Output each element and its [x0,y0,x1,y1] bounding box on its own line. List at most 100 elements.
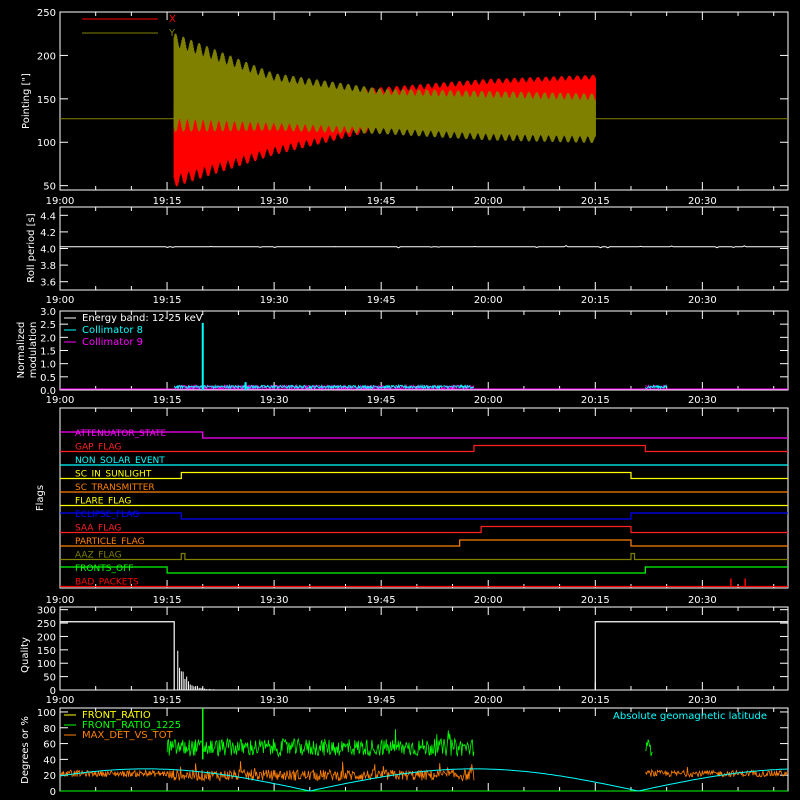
ratios-ylabel: Degrees or % [20,716,31,784]
quality-segment [594,621,788,690]
x-tick-label: 19:45 [367,395,396,406]
max-det-noise [644,766,789,778]
geomagnetic-latitude-line [59,768,788,792]
x-tick-label: 19:15 [153,395,182,406]
y-tick-label: 0.5 [40,373,56,384]
flag-label-sc-transmitter: SC_TRANSMITTER [75,483,155,493]
flag-line-aaz-flag [60,552,788,561]
x-tick-label: 19:15 [153,695,182,706]
y-tick-label: 0 [50,686,56,697]
x-tick-label: 19:30 [260,196,289,207]
pointing-panel: Pointing ["] 19:00 19:15 19:30 19:45 20:00 20… [21,8,789,207]
legend-y-label: Y [168,28,176,39]
x-tick-label: 20:15 [581,395,610,406]
y-tick-label: 60 [43,740,56,751]
legend-front-ratio-label: FRONT_RATIO [82,710,151,721]
energy-band-annotation: Energy band: 12-25 keV [82,313,203,324]
x-tick-label: 19:30 [260,595,289,606]
y-tick-label: 100 [37,708,56,719]
y-tick-label: 0 [50,787,56,798]
modulation-noise-collimator9 [173,383,475,390]
roll-panel: Roll period [s] 19:00 19:15 19:30 19:45 20:0… [26,206,789,306]
modulation-panel: Normalized modulation 19:00 19:15 19:30 19:… [16,307,789,406]
y-tick-label: 3.0 [40,307,56,318]
x-tick-label: 20:15 [581,695,610,706]
flags-axis-ticks: 19:00 19:15 19:30 19:45 20:00 20:15 20:30 [46,408,775,606]
quality-series [60,621,788,690]
modulation-noise-collimator8 [173,383,474,390]
flags-series: ATTENUATOR_STATE GAP_FLAG NON_SOLAR_EVENT S… [60,429,788,588]
flag-line-eclipse-flag [60,512,788,520]
x-tick-label: 19:15 [153,595,182,606]
y-tick-label: 100 [37,138,56,149]
flag-label-fronts-off: FRONTS_OFF [75,564,133,574]
y-tick-label: 2.0 [40,333,56,344]
flag-label-sc-in-sunlight: SC_IN_SUNLIGHT [75,470,152,480]
y-tick-label: 250 [37,8,56,19]
y-tick-label: 100 [37,659,56,670]
x-tick-label: 19:30 [260,395,289,406]
legend-x-label: X [169,14,176,25]
flag-line-sc-in-sunlight [60,471,788,480]
flags-plot-frame [59,407,789,589]
y-tick-label: 20 [43,771,56,782]
modulation-ylabel-line2: modulation [28,322,39,379]
x-tick-label: 20:00 [474,595,503,606]
y-tick-label: 150 [37,646,56,657]
max-det-noise [59,769,168,779]
x-tick-label: 20:00 [474,695,503,706]
y-tick-label: 2.5 [40,320,56,331]
x-tick-label: 20:00 [474,295,503,306]
flag-label-aaz-flag: AAZ_FLAG [75,551,122,561]
pointing-series [60,33,788,187]
quality-panel: Quality 19:00 19:15 19:30 19:45 20:00 20:15 20… [20,606,789,706]
flag-line-gap-flag [60,444,788,453]
x-tick-label: 19:30 [260,695,289,706]
x-tick-label: 19:00 [46,395,75,406]
pointing-legend: X Y [82,14,176,39]
x-tick-label: 20:15 [581,196,610,207]
flags-ylabel: Flags [35,485,46,511]
x-tick-label: 20:30 [688,395,717,406]
y-tick-label: 200 [37,632,56,643]
y-tick-label: 4.0 [40,245,56,256]
front-ratio-1225-noise [166,729,475,758]
geomag-annotation: Absolute geomagnetic latitude [613,711,767,722]
x-tick-label: 20:30 [688,295,717,306]
quality-plot-frame [59,606,789,691]
x-tick-label: 19:45 [367,196,396,207]
flag-label-flare-flag: FLARE_FLAG [75,497,131,507]
flag-label-saa-flag: SAA_FLAG [75,524,121,534]
ratios-series [59,708,789,792]
legend-max-det-label: MAX_DET_VS_TOT [82,730,174,741]
quality-ylabel: Quality [20,637,31,673]
y-tick-label: 40 [43,755,56,766]
x-tick-label: 20:30 [688,595,717,606]
legend-front-ratio-1225-label: FRONT_RATIO_1225 [82,720,181,731]
x-tick-label: 19:45 [367,595,396,606]
pointing-axis-ticks: 19:00 19:15 19:30 19:45 20:00 20:15 20:30 50 100… [37,8,788,207]
x-tick-label: 19:00 [46,595,75,606]
x-tick-label: 19:00 [46,295,75,306]
x-tick-label: 20:00 [474,395,503,406]
roll-period-line [60,245,788,249]
x-tick-label: 20:15 [581,295,610,306]
roll-ylabel: Roll period [s] [26,213,37,282]
y-tick-label: 80 [43,724,56,735]
legend-collimator8-label: Collimator 8 [82,325,143,336]
flag-line-attenuator-state [60,431,788,439]
flag-label-eclipse-flag: ECLIPSE_FLAG [75,510,139,520]
ratios-panel: Degrees or % 0 20 40 60 80 100 FRONT_RATIO FR… [20,707,789,798]
y-tick-label: 200 [37,51,56,62]
flag-label-gap-flag: GAP_FLAG [75,443,121,453]
flag-label-particle-flag: PARTICLE_FLAG [75,537,145,547]
x-tick-label: 20:30 [688,695,717,706]
y-tick-label: 50 [43,182,56,193]
pointing-ylabel: Pointing ["] [21,73,32,129]
roll-series [60,245,788,249]
quality-segment [60,621,175,690]
y-tick-label: 0.0 [40,386,56,397]
y-tick-label: 300 [37,606,56,617]
front-ratio-1225-noise [645,739,653,757]
